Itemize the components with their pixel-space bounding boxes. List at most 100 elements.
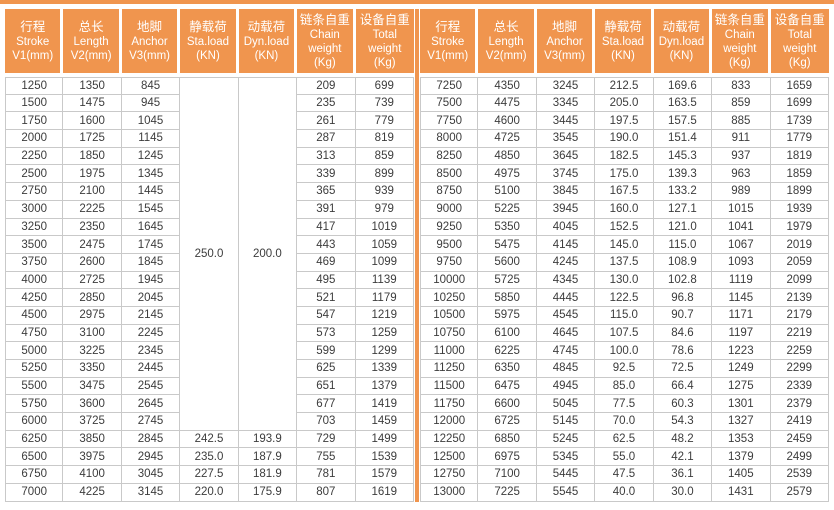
cell-length: 5975 — [478, 306, 537, 325]
table-row: 1250 1350 845 250.0 200.0 209 699 — [5, 77, 414, 431]
table-divider — [415, 9, 419, 502]
cell-chain-weight: 1197 — [712, 324, 771, 343]
cell-dyn-load: 163.5 — [653, 94, 713, 113]
table-row: 10500 5975 4545 115.0 90.7 1171 2179 — [420, 306, 829, 325]
cell-total-weight: 1139 — [355, 271, 414, 290]
cell-anchor: 1045 — [121, 112, 181, 131]
cell-anchor: 945 — [121, 94, 181, 113]
cell-length: 7225 — [478, 483, 537, 502]
table-row: 8250 4850 3645 182.5 145.3 937 1819 — [420, 147, 829, 166]
cell-chain-weight: 807 — [297, 483, 356, 502]
cell-dyn-load: 193.9 — [238, 430, 298, 449]
cell-sta-load: 70.0 — [595, 413, 654, 431]
cell-total-weight: 2219 — [770, 324, 829, 343]
cell-sta-load: 205.0 — [595, 94, 654, 113]
cell-sta-load: 227.5 — [180, 466, 239, 484]
cell-total-weight: 939 — [355, 183, 414, 201]
cell-sta-load: 160.0 — [595, 200, 654, 219]
col-header-sta-load-unit: (KN) — [196, 50, 220, 62]
cell-sta-load: 40.0 — [595, 483, 654, 502]
cell-anchor: 4745 — [536, 342, 596, 360]
cell-total-weight: 819 — [355, 130, 414, 148]
cell-anchor: 3245 — [536, 77, 596, 95]
cell-stroke: 3500 — [5, 236, 64, 254]
merged-cell-sta-load: 250.0 — [180, 77, 239, 431]
col-header-dyn-load-en: Dyn.load — [658, 36, 705, 48]
cell-length: 3600 — [63, 395, 122, 414]
cell-length: 2975 — [63, 306, 122, 325]
cell-sta-load: 55.0 — [595, 448, 654, 467]
col-header-stroke-unit: V1(mm) — [12, 50, 54, 62]
col-header-total-weight-zh: 设备自重 — [774, 13, 825, 27]
cell-sta-load: 152.5 — [595, 218, 654, 237]
cell-dyn-load: 60.3 — [653, 395, 713, 414]
cell-length: 4975 — [478, 165, 537, 184]
table-row: 3000 2225 1545 391 979 — [5, 200, 414, 219]
cell-chain-weight: 755 — [297, 448, 356, 467]
merged-cell-dyn-load: 200.0 — [238, 77, 298, 431]
cell-total-weight: 1699 — [770, 94, 829, 113]
cell-anchor: 2545 — [121, 377, 181, 396]
cell-sta-load: 115.0 — [595, 306, 654, 325]
cell-length: 1475 — [63, 94, 122, 113]
col-header-dyn-load-en: Dyn.load — [243, 36, 290, 48]
cell-chain-weight: 547 — [297, 306, 356, 325]
cell-stroke: 10250 — [420, 289, 479, 307]
col-header-dyn-load: 动载荷 Dyn.load (KN) — [653, 9, 713, 77]
cell-total-weight: 2299 — [770, 360, 829, 378]
cell-dyn-load: 54.3 — [653, 413, 713, 431]
col-header-anchor-zh: 地脚 — [552, 20, 578, 34]
cell-length: 2725 — [63, 271, 122, 290]
table-row: 7000 4225 3145 220.0 175.9 807 1619 — [5, 483, 414, 502]
cell-sta-load: 92.5 — [595, 360, 654, 378]
cell-chain-weight: 521 — [297, 289, 356, 307]
cell-total-weight: 2459 — [770, 430, 829, 449]
col-header-anchor-unit: V3(mm) — [544, 50, 585, 62]
cell-total-weight: 1579 — [355, 466, 414, 484]
cell-chain-weight: 963 — [712, 165, 771, 184]
cell-chain-weight: 833 — [712, 77, 771, 95]
cell-length: 3475 — [63, 377, 122, 396]
table-row: 8000 4725 3545 190.0 151.4 911 1779 — [420, 130, 829, 148]
cell-anchor: 4545 — [536, 306, 596, 325]
cell-sta-load: 220.0 — [180, 483, 239, 502]
col-header-length-unit: V2(mm) — [485, 50, 527, 62]
cell-stroke: 7250 — [420, 77, 479, 95]
cell-length: 5475 — [478, 236, 537, 254]
table-row: 3500 2475 1745 443 1059 — [5, 236, 414, 254]
cell-anchor: 2845 — [121, 430, 181, 449]
col-header-stroke-en: Stroke — [16, 36, 50, 48]
table-row: 5000 3225 2345 599 1299 — [5, 342, 414, 360]
table-row: 12750 7100 5445 47.5 36.1 1405 2539 — [420, 466, 829, 484]
cell-anchor: 4045 — [536, 218, 596, 237]
cell-stroke: 5000 — [5, 342, 64, 360]
cell-dyn-load: 145.3 — [653, 147, 713, 166]
cell-chain-weight: 235 — [297, 94, 356, 113]
cell-anchor: 3645 — [536, 147, 596, 166]
cell-sta-load: 77.5 — [595, 395, 654, 414]
cell-chain-weight: 261 — [297, 112, 356, 131]
col-header-anchor-unit: V3(mm) — [129, 50, 170, 62]
cell-length: 4725 — [478, 130, 537, 148]
cell-anchor: 5545 — [536, 483, 596, 502]
cell-chain-weight: 1249 — [712, 360, 771, 378]
cell-length: 6225 — [478, 342, 537, 360]
cell-anchor: 1145 — [121, 130, 181, 148]
cell-total-weight: 1019 — [355, 218, 414, 237]
cell-sta-load: 182.5 — [595, 147, 654, 166]
cell-total-weight: 2539 — [770, 466, 829, 484]
cell-dyn-load: 90.7 — [653, 306, 713, 325]
table-row: 5250 3350 2445 625 1339 — [5, 360, 414, 378]
cell-stroke: 6750 — [5, 466, 64, 484]
cell-length: 7100 — [478, 466, 537, 484]
cell-stroke: 2750 — [5, 183, 64, 201]
cell-dyn-load: 157.5 — [653, 112, 713, 131]
table-row: 2500 1975 1345 339 899 — [5, 165, 414, 184]
table-row: 8500 4975 3745 175.0 139.3 963 1859 — [420, 165, 829, 184]
cell-anchor: 5245 — [536, 430, 596, 449]
cell-total-weight: 899 — [355, 165, 414, 184]
cell-anchor: 2045 — [121, 289, 181, 307]
cell-stroke: 6250 — [5, 430, 64, 449]
col-header-stroke-unit: V1(mm) — [427, 50, 469, 62]
cell-total-weight: 699 — [355, 77, 414, 95]
